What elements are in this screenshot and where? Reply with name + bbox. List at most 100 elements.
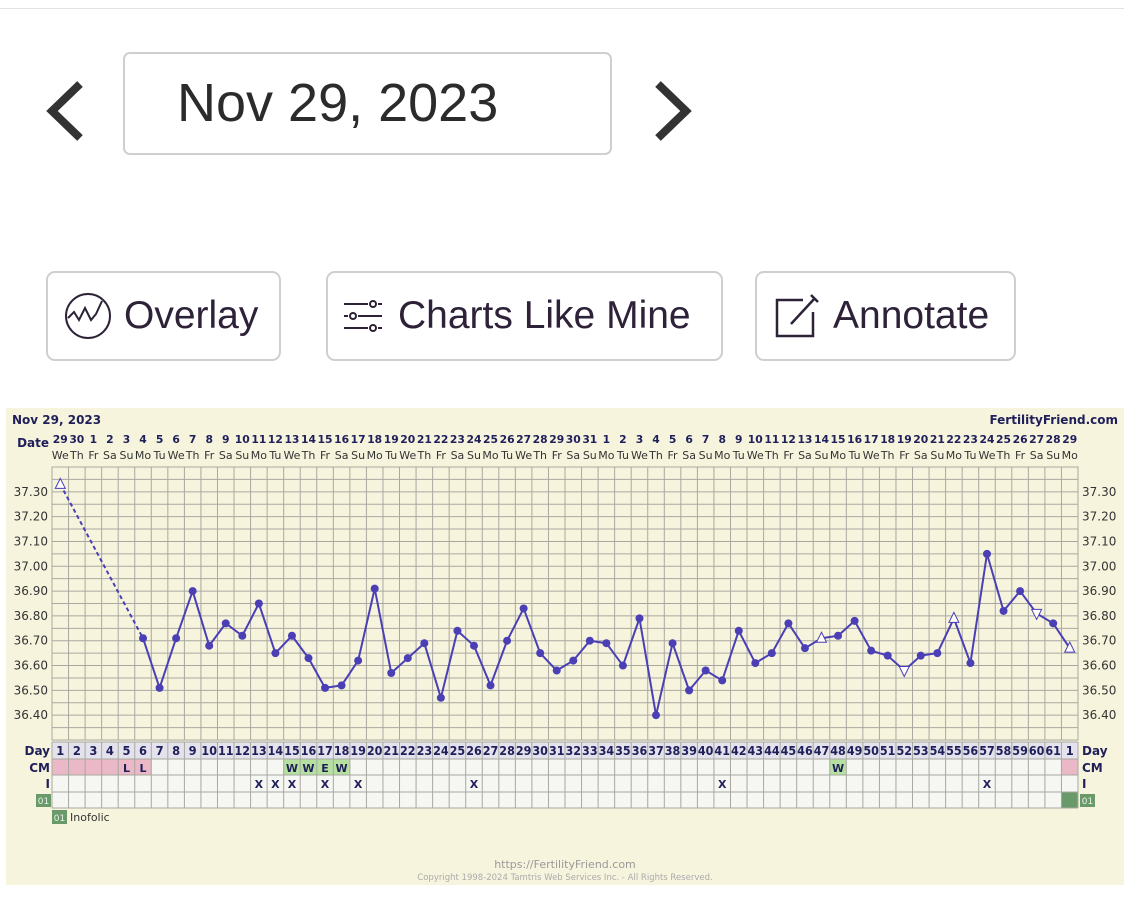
- date-label: 1: [603, 433, 611, 446]
- fertility-chart: Nov 29, 2023 FertilityFriend.com Date 29 We 3…: [6, 408, 1124, 885]
- weekday-label: Sa: [914, 449, 928, 462]
- date-label: 25: [996, 433, 1011, 446]
- cm-value: L: [123, 762, 130, 775]
- temperature-point-excluded: [898, 666, 911, 678]
- temperature-line: [572, 640, 591, 662]
- date-label: 9: [735, 433, 743, 446]
- temperature-point: [668, 639, 677, 648]
- weekday-label: Fr: [552, 449, 563, 462]
- cm-cell: [316, 759, 334, 775]
- legend-name: Inofolic: [70, 811, 110, 824]
- temperature-point: [602, 639, 611, 648]
- temperature-point: [403, 654, 412, 663]
- previous-date-button[interactable]: [42, 78, 92, 144]
- overlay-button[interactable]: Overlay: [46, 271, 281, 361]
- cycle-day-label: 6: [139, 744, 147, 758]
- weekday-label: Su: [119, 449, 133, 462]
- temperature-point: [536, 649, 545, 658]
- cycle-day-label: 28: [499, 744, 515, 758]
- y-tick-label-left: 37.30: [14, 485, 48, 499]
- temperature-line: [638, 618, 658, 716]
- weekday-label: Fr: [88, 449, 99, 462]
- y-tick-label-left: 36.70: [14, 634, 48, 648]
- temperature-point: [916, 651, 925, 660]
- annotate-label: Annotate: [833, 294, 990, 337]
- date-label: 17: [864, 433, 879, 446]
- annotate-button[interactable]: Annotate: [755, 271, 1016, 361]
- weekday-label: Su: [235, 449, 249, 462]
- weekday-label: Sa: [566, 449, 580, 462]
- weekday-label: Mo: [1062, 449, 1078, 462]
- temperature-point-excluded: [54, 477, 67, 489]
- date-label: 4: [139, 433, 147, 446]
- temperature-point: [867, 646, 876, 655]
- temperature-line: [489, 640, 509, 686]
- date-label: 3: [636, 433, 644, 446]
- date-label: 22: [433, 433, 448, 446]
- temperature-line: [241, 603, 260, 637]
- cycle-day-label: 55: [946, 744, 962, 758]
- temperature-point-excluded: [948, 611, 960, 623]
- cm-cell: [101, 759, 119, 775]
- temperature-line: [1002, 590, 1021, 612]
- date-label: 30: [69, 433, 84, 446]
- weekday-label: Fr: [783, 449, 794, 462]
- cycle-day-label: 36: [632, 744, 648, 758]
- cycle-day-label: 37: [648, 744, 664, 758]
- date-label: 8: [718, 433, 726, 446]
- temperature-point-excluded: [1063, 641, 1076, 653]
- cycle-day-label: 41: [714, 744, 730, 758]
- cycle-day-label: 14: [268, 744, 284, 758]
- weekday-label: Sa: [219, 449, 233, 462]
- temperature-line: [307, 657, 326, 689]
- date-label: 2: [106, 433, 114, 446]
- weekday-label: We: [515, 449, 532, 462]
- temperature-point: [370, 584, 379, 593]
- temperature-point: [834, 631, 843, 640]
- date-label: 28: [1046, 433, 1061, 446]
- cycle-day-label: 8: [172, 744, 180, 758]
- temperature-point: [618, 661, 627, 670]
- y-tick-label-left: 36.60: [14, 659, 48, 673]
- weekday-label: Sa: [682, 449, 696, 462]
- date-label: 13: [284, 433, 299, 446]
- date-label: 16: [847, 433, 862, 446]
- cm-value: W: [336, 762, 348, 775]
- weekday-label: We: [399, 449, 416, 462]
- temperature-line: [787, 622, 806, 649]
- date-label: 18: [880, 433, 895, 446]
- temperature-line: [291, 635, 310, 659]
- date-label: 30: [566, 433, 581, 446]
- date-label: 29: [53, 433, 68, 446]
- date-label: 21: [417, 433, 432, 446]
- temperature-point: [139, 634, 148, 643]
- y-tick-label-right: 37.10: [1082, 534, 1116, 548]
- temperature-line: [969, 553, 988, 664]
- date-label: 24: [979, 433, 994, 446]
- cycle-day-label: 20: [367, 744, 383, 758]
- cm-row-label-right: CM: [1082, 761, 1103, 775]
- weekday-label: Fr: [204, 449, 215, 462]
- temperature-point: [784, 619, 793, 628]
- temperature-point: [635, 614, 644, 623]
- weekday-label: Fr: [1015, 449, 1026, 462]
- temperature-point: [188, 587, 197, 596]
- next-date-button[interactable]: [648, 78, 698, 144]
- date-label: 15: [831, 433, 846, 446]
- temperature-line: [357, 588, 376, 661]
- charts-like-mine-button[interactable]: Charts Like Mine: [326, 271, 723, 361]
- cycle-day-label: 21: [383, 744, 399, 758]
- weekday-label: Th: [416, 449, 431, 462]
- weekday-label: Fr: [668, 449, 679, 462]
- date-label: 29: [1062, 433, 1077, 446]
- cycle-day-label: 9: [189, 744, 197, 758]
- y-tick-label-left: 36.50: [14, 683, 48, 697]
- date-label: 12: [268, 433, 283, 446]
- date-selector[interactable]: Nov 29, 2023: [123, 52, 612, 155]
- temperature-point-excluded: [815, 631, 828, 643]
- weekday-label: Th: [185, 449, 200, 462]
- temperature-point: [800, 644, 809, 653]
- temperature-point: [436, 693, 445, 702]
- cycle-day-label: 1: [56, 744, 64, 758]
- date-label: 4: [652, 433, 660, 446]
